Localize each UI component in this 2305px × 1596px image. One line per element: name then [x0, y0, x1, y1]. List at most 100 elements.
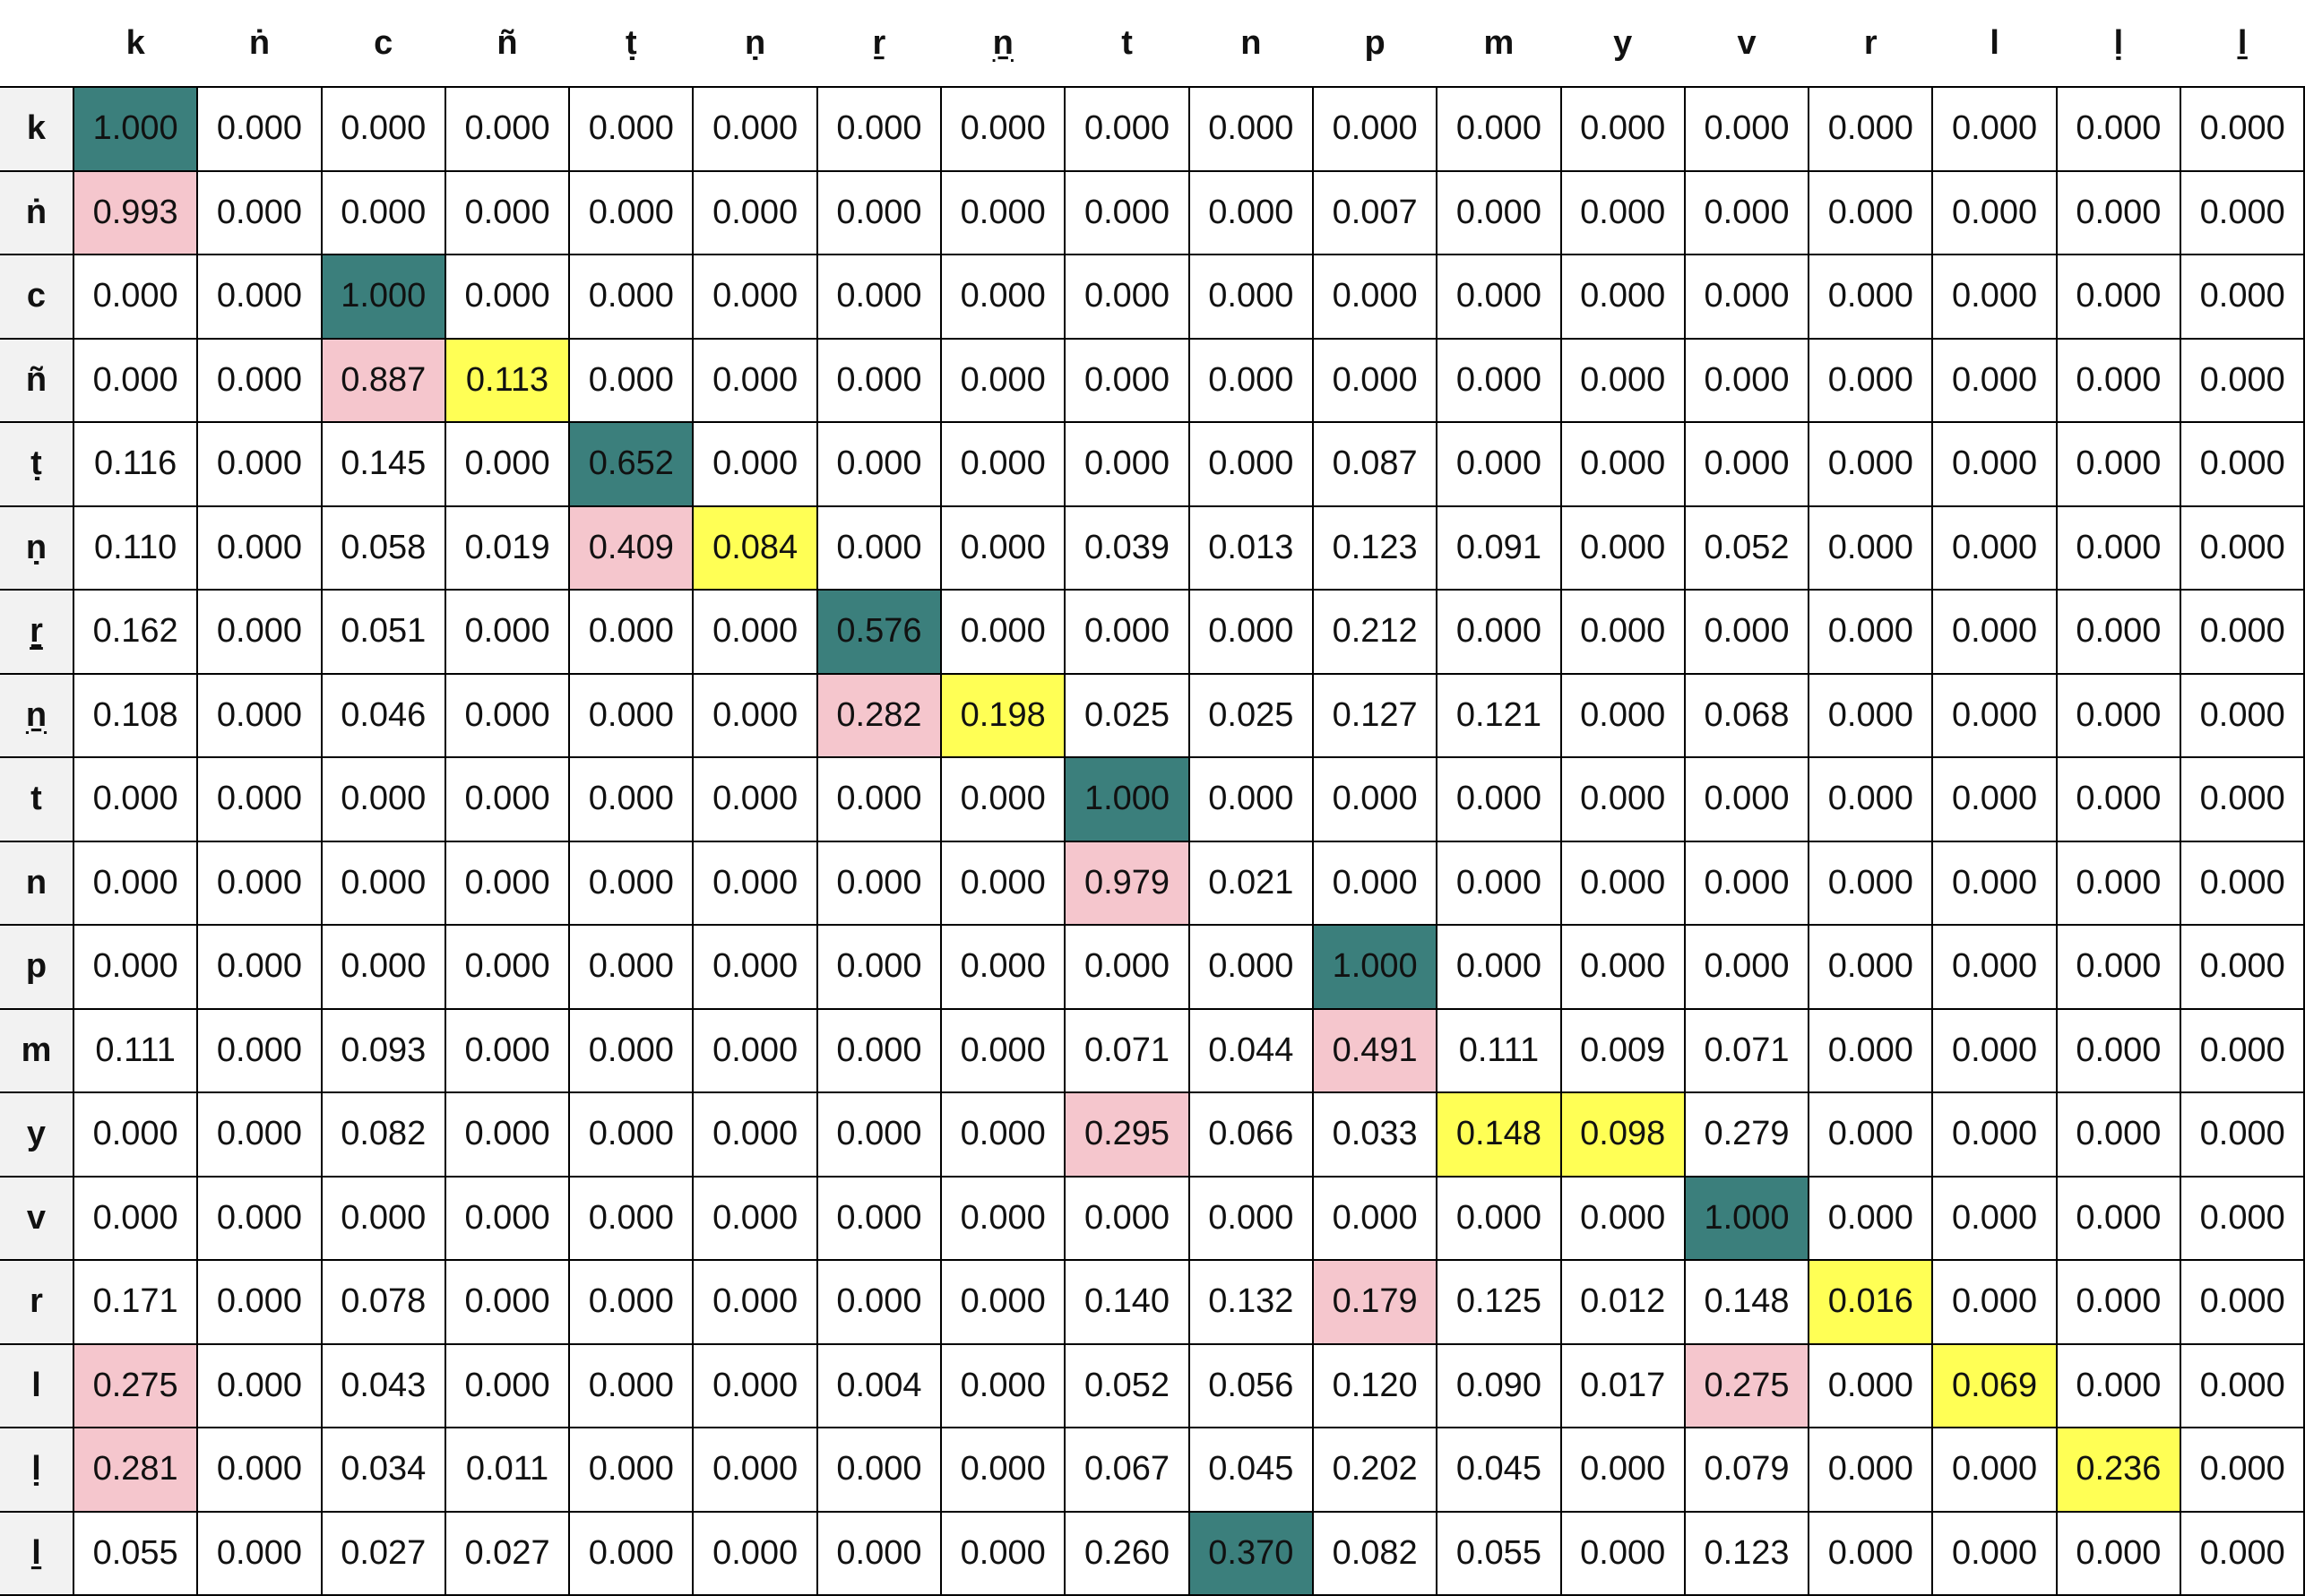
matrix-cell: 0.000 [816, 1007, 943, 1093]
matrix-cell: 0.000 [1683, 756, 1810, 842]
matrix-cell: 0.000 [1931, 924, 2058, 1010]
matrix-cell: 0.000 [692, 1427, 818, 1513]
matrix-cell: 0.140 [1064, 1259, 1190, 1345]
matrix-cell: 0.000 [320, 86, 446, 172]
matrix-row: c 0.000 0.000 1.000 0.000 0.000 0.000 0.000 0.00… [0, 254, 2305, 340]
matrix-cell: 0.000 [568, 924, 695, 1010]
matrix-cell: 0.078 [320, 1259, 446, 1345]
matrix-cell: 0.084 [692, 505, 818, 591]
matrix-cell: 0.125 [1436, 1259, 1562, 1345]
matrix-cell: 0.000 [1931, 1427, 2058, 1513]
matrix-cell: 0.000 [2180, 589, 2305, 675]
matrix-cell: 0.000 [2180, 1007, 2305, 1093]
column-header: ḷ [2056, 0, 2181, 88]
matrix-row: ṉ 0.108 0.000 0.046 0.000 0.000 0.000 0.282 0.19… [0, 672, 2305, 758]
matrix-row: ṅ 0.993 0.000 0.000 0.000 0.000 0.000 0.000 0.00… [0, 169, 2305, 255]
matrix-cell: 0.000 [1808, 589, 1934, 675]
matrix-cell: 0.000 [444, 589, 571, 675]
row-header: r [0, 1260, 74, 1345]
matrix-cell: 0.120 [1311, 1342, 1438, 1428]
matrix-cell: 0.000 [2055, 1510, 2182, 1596]
matrix-cell: 0.000 [444, 840, 571, 926]
matrix-cell: 0.000 [1187, 86, 1314, 172]
matrix-cell: 0.000 [196, 169, 323, 255]
matrix-cell: 0.000 [196, 1427, 323, 1513]
matrix-cell: 0.000 [940, 1007, 1066, 1093]
matrix-cell: 0.260 [1064, 1510, 1190, 1596]
row-header: p [0, 925, 74, 1010]
matrix-cell: 0.000 [1559, 1175, 1686, 1261]
matrix-cell: 0.000 [1931, 505, 2058, 591]
matrix-cell: 0.275 [1683, 1342, 1810, 1428]
row-header: y [0, 1092, 74, 1178]
matrix-cell: 0.087 [1311, 421, 1438, 507]
matrix-cell: 0.011 [444, 1427, 571, 1513]
matrix-cell: 0.000 [2180, 254, 2305, 340]
matrix-cell: 0.000 [816, 86, 943, 172]
matrix-cell: 0.000 [2180, 840, 2305, 926]
matrix-cell: 0.409 [568, 505, 695, 591]
matrix-cell: 0.370 [1187, 1510, 1314, 1596]
matrix-cell: 0.000 [1559, 1427, 1686, 1513]
matrix-cell: 0.000 [1436, 756, 1562, 842]
matrix-cell: 0.000 [1808, 1427, 1934, 1513]
matrix-cell: 0.979 [1064, 840, 1190, 926]
matrix-cell: 0.132 [1187, 1259, 1314, 1345]
matrix-cell: 0.000 [196, 840, 323, 926]
matrix-cell: 0.000 [444, 1259, 571, 1345]
matrix-cell: 0.000 [940, 924, 1066, 1010]
matrix-cell: 0.000 [72, 840, 199, 926]
matrix-cell: 0.000 [196, 924, 323, 1010]
matrix-cell: 0.000 [692, 337, 818, 423]
matrix-cell: 0.000 [1683, 86, 1810, 172]
matrix-cell: 0.044 [1187, 1007, 1314, 1093]
row-header: ṅ [0, 170, 74, 255]
column-header: c [321, 0, 445, 88]
matrix-cell: 0.000 [196, 421, 323, 507]
matrix-cell: 0.000 [444, 1175, 571, 1261]
row-header: ñ [0, 338, 74, 423]
matrix-row: r 0.171 0.000 0.078 0.000 0.000 0.000 0.000 0.00… [0, 1259, 2305, 1345]
matrix-cell: 0.000 [444, 86, 571, 172]
matrix-cell: 0.027 [320, 1510, 446, 1596]
matrix-cell: 0.000 [72, 337, 199, 423]
matrix-cell: 0.025 [1064, 672, 1190, 758]
matrix-cell: 0.000 [2180, 421, 2305, 507]
matrix-cell: 0.055 [1436, 1510, 1562, 1596]
column-header: ṟ [816, 0, 942, 88]
matrix-cell: 0.000 [1187, 421, 1314, 507]
matrix-cell: 0.887 [320, 337, 446, 423]
matrix-cell: 0.000 [568, 589, 695, 675]
matrix-cell: 0.000 [1436, 421, 1562, 507]
matrix-cell: 0.071 [1683, 1007, 1810, 1093]
matrix-cell: 0.000 [72, 254, 199, 340]
column-header: p [1312, 0, 1437, 88]
matrix-cell: 0.000 [1187, 589, 1314, 675]
matrix-cell: 0.000 [196, 1510, 323, 1596]
row-header: k [0, 87, 74, 172]
matrix-cell: 0.171 [72, 1259, 199, 1345]
matrix-row: ḻ 0.055 0.000 0.027 0.027 0.000 0.000 0.000 0.00… [0, 1510, 2305, 1596]
matrix-cell: 0.000 [1436, 254, 1562, 340]
matrix-cell: 0.576 [816, 589, 943, 675]
matrix-cell: 0.110 [72, 505, 199, 591]
matrix-cell: 0.000 [568, 756, 695, 842]
matrix-cell: 0.069 [1931, 1342, 2058, 1428]
matrix-cell: 0.058 [320, 505, 446, 591]
matrix-cell: 0.000 [1436, 840, 1562, 926]
matrix-cell: 0.000 [2055, 254, 2182, 340]
matrix-cell: 0.282 [816, 672, 943, 758]
matrix-cell: 0.000 [568, 1427, 695, 1513]
matrix-cell: 0.111 [72, 1007, 199, 1093]
matrix-row: l 0.275 0.000 0.043 0.000 0.000 0.000 0.004 0.00… [0, 1342, 2305, 1428]
matrix-cell: 0.000 [444, 254, 571, 340]
row-header: ṟ [0, 590, 74, 675]
matrix-cell: 0.000 [196, 1342, 323, 1428]
matrix-cell: 0.093 [320, 1007, 446, 1093]
matrix-cell: 0.000 [816, 254, 943, 340]
matrix-cell: 0.000 [568, 1510, 695, 1596]
matrix-cell: 0.000 [816, 1175, 943, 1261]
matrix-cell: 0.000 [1808, 505, 1934, 591]
